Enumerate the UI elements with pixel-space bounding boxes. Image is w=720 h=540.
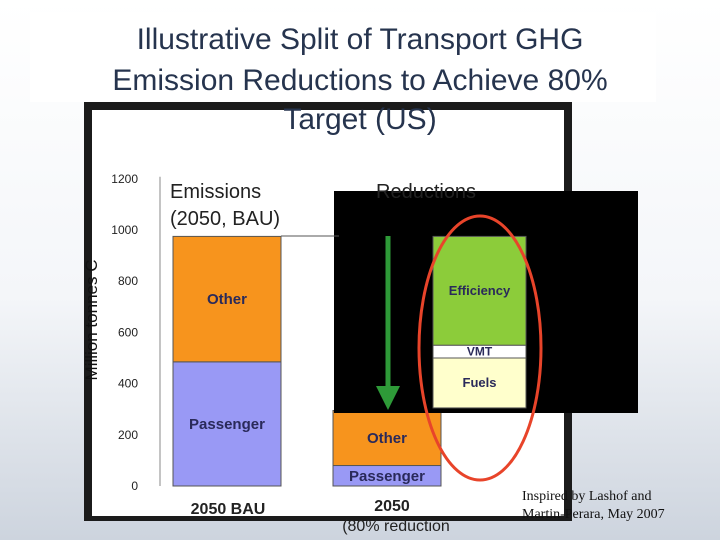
- category-label-2050-sub: (80% reduction: [342, 518, 450, 535]
- y-tick-label: 0: [131, 479, 138, 493]
- bar-label-passenger: Passenger: [349, 468, 425, 485]
- bar-label-other: Other: [207, 291, 247, 308]
- chart-title-line-3: Target (US): [283, 103, 437, 136]
- category-label-bau: 2050 BAU: [191, 501, 266, 518]
- chart-title-line-1: Illustrative Split of Transport GHG: [136, 23, 584, 56]
- reduction-arrow-head: [376, 386, 400, 410]
- credit-line-1: Inspired by Lashof and: [522, 489, 652, 504]
- source-credit: Inspired by Lashof and Martin-Perara, Ma…: [522, 488, 712, 524]
- credit-line-2: Martin-Perara, May 2007: [522, 507, 665, 522]
- bar-segment-passenger: [172, 361, 282, 487]
- y-tick-label: 800: [118, 274, 138, 288]
- chart-title-line-2: Emission Reductions to Achieve 80%: [112, 64, 608, 97]
- category-label-2050: 2050: [374, 498, 410, 515]
- y-axis-label: Million tonnes C: [82, 260, 101, 381]
- y-tick-label: 400: [118, 377, 138, 391]
- bar-label-other: Other: [367, 430, 407, 447]
- reduction-label-vmt: VMT: [467, 345, 493, 359]
- highlight-ellipse: [417, 214, 543, 482]
- bar-label-passenger: Passenger: [189, 416, 265, 433]
- reduction-segment-efficiency: [432, 235, 527, 346]
- group-label-emissions-sub: (2050, BAU): [170, 208, 280, 230]
- reduction-label-efficiency: Efficiency: [449, 283, 511, 298]
- group-label-emissions: Emissions: [170, 181, 261, 203]
- reduction-label-fuels: Fuels: [463, 375, 497, 390]
- bar-segment-other: [172, 235, 282, 363]
- title-background: [30, 12, 656, 102]
- y-tick-label: 600: [118, 325, 138, 339]
- group-label-reductions: Reductions: [376, 181, 476, 203]
- bar-segment-other: [332, 409, 442, 467]
- y-tick-label: 1000: [111, 223, 138, 237]
- y-tick-label: 200: [118, 428, 138, 442]
- y-tick-label: 1200: [111, 172, 138, 186]
